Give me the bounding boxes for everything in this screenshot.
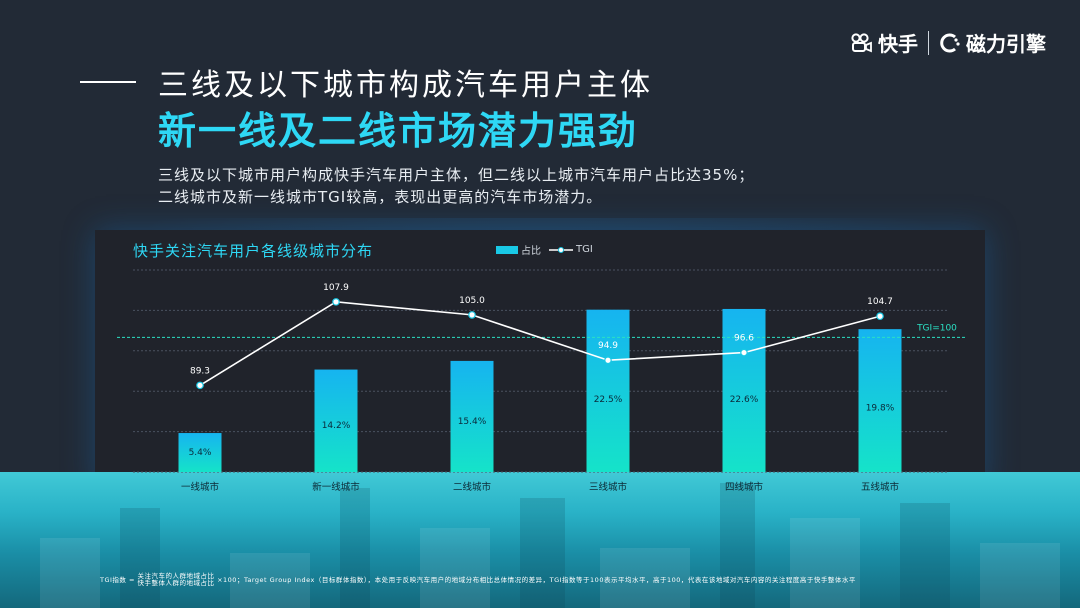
tgi-line [199, 301, 881, 387]
title-dash [80, 81, 136, 83]
bar-value-label: 14.2% [322, 421, 351, 431]
description: 三线及以下城市用户构成快手汽车用户主体，但二线以上城市汽车用户占比达35%； 二… [158, 164, 754, 208]
legend-label-share: 占比 [521, 246, 541, 257]
legend-line-swatch [549, 246, 573, 253]
description-line-1: 三线及以下城市用户构成快手汽车用户主体，但二线以上城市汽车用户占比达35%； [158, 166, 755, 184]
x-tick-label: 新一线城市 [312, 481, 360, 493]
bar [722, 308, 766, 472]
kuaishou-logo-icon [851, 32, 872, 52]
tgi-point [468, 311, 476, 319]
bar-value-label: 19.8% [866, 404, 895, 414]
kuaishou-name: 快手 [878, 32, 918, 56]
bar-value-label: 22.5% [594, 395, 623, 405]
description-line-2: 二线城市及新一线城市TGI较高，表现出更高的汽车市场潜力。 [158, 188, 603, 206]
x-tick-label: 四线城市 [725, 481, 764, 493]
tgi-value-label: 107.9 [323, 283, 349, 293]
chart-title: 快手关注汽车用户各线级城市分布 [133, 242, 374, 260]
bar [178, 433, 222, 472]
footnote-prefix: TGI指数 = [100, 576, 135, 584]
bar [858, 329, 902, 472]
x-tick-label: 二线城市 [453, 481, 492, 493]
footnote-rest: ×100；Target Group Index（目标群体指数），本处用于反映汽车… [217, 576, 856, 584]
bar-value-label: 22.6% [730, 395, 759, 405]
bar-value-label: 5.4% [189, 448, 212, 458]
tgi-value-label: 104.7 [867, 297, 893, 307]
x-tick-label: 五线城市 [861, 481, 900, 493]
x-tick-label: 三线城市 [589, 481, 628, 493]
cili-engine-logo: 磁力引擎 [939, 28, 1046, 57]
tgi-point [196, 381, 204, 390]
legend-label-tgi: TGI [576, 244, 593, 255]
title-row: 三线及以下城市构成汽车用户主体 [80, 60, 653, 104]
footnote-denominator: 快手整体人群的地域占比 [137, 579, 215, 587]
tgi-value-label: 94.9 [598, 341, 618, 351]
chart-legend: 占比 TGI [496, 242, 593, 257]
brand-logos: 快手 磁力引擎 [851, 28, 1046, 57]
footnote: TGI指数 = 关注汽车的人群地域占比 快手整体人群的地域占比 ×100；Tar… [100, 573, 856, 587]
tgi-point [876, 312, 884, 321]
reference-line-label: TGI=100 [916, 323, 957, 333]
legend-item-tgi: TGI [549, 244, 593, 255]
tgi-point [740, 348, 748, 357]
cili-engine-icon [940, 33, 960, 52]
footnote-fraction: 关注汽车的人群地域占比 快手整体人群的地域占比 [138, 573, 215, 587]
x-tick-label: 一线城市 [181, 481, 220, 493]
bar [450, 360, 494, 472]
kuaishou-logo: 快手 [851, 28, 918, 57]
tgi-point [332, 298, 340, 306]
bar [586, 309, 630, 472]
cili-engine-name: 磁力引擎 [966, 32, 1046, 56]
bar [314, 369, 358, 472]
tgi-value-label: 96.6 [734, 334, 754, 344]
bar-value-label: 15.4% [458, 417, 487, 427]
footnote-numerator: 关注汽车的人群地域占比 [137, 572, 215, 580]
city-skyline-image [0, 472, 1080, 608]
legend-bar-swatch [496, 245, 518, 254]
tgi-point [604, 356, 612, 365]
logo-divider [928, 30, 929, 55]
page-title: 三线及以下城市构成汽车用户主体 [158, 68, 653, 103]
legend-item-share: 占比 [496, 242, 541, 257]
tgi-value-label: 105.0 [459, 296, 485, 306]
page-subtitle: 新一线及二线市场潜力强劲 [158, 109, 639, 153]
tgi-value-label: 89.3 [190, 366, 210, 376]
